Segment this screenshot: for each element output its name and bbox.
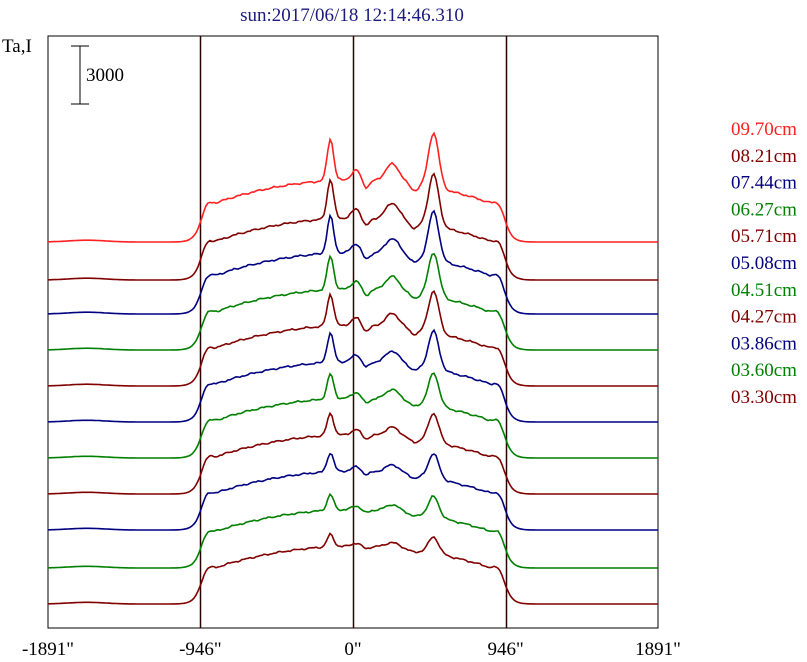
series-line-06.27cm <box>48 252 658 351</box>
legend-entry-04.51cm: 04.51cm <box>731 280 797 301</box>
series-line-07.44cm <box>48 209 658 315</box>
x-tick-labels: -1891" -946" 0" 946" 1891" <box>22 639 681 660</box>
legend-entry-07.44cm: 07.44cm <box>731 173 797 194</box>
series-line-03.30cm <box>48 532 658 605</box>
scale-bar: 3000 <box>71 45 124 105</box>
legend-entry-04.27cm: 04.27cm <box>731 307 797 328</box>
legend-entry-05.08cm: 05.08cm <box>731 253 797 274</box>
legend-entry-08.21cm: 08.21cm <box>731 146 797 167</box>
legend: 09.70cm 08.21cm 07.44cm 06.27cm 05.71cm 05.08… <box>731 119 797 408</box>
series-line-03.60cm <box>48 492 658 569</box>
x-tick-label-3: 946" <box>487 639 523 660</box>
legend-entry-03.86cm: 03.86cm <box>731 333 797 354</box>
legend-entry-09.70cm: 09.70cm <box>731 119 797 140</box>
series-line-04.27cm <box>48 411 658 495</box>
scale-bar-label: 3000 <box>86 65 124 86</box>
series-line-05.08cm <box>48 328 658 423</box>
vertical-reference-lines <box>199 36 508 628</box>
x-tick-label-2: 0" <box>344 639 361 660</box>
x-tick-label-0: -1891" <box>22 639 74 660</box>
x-tick-label-4: 1891" <box>635 639 681 660</box>
chart-title: sun:2017/06/18 12:14:46.310 <box>240 5 464 26</box>
legend-entry-03.30cm: 03.30cm <box>731 387 797 408</box>
series-line-09.70cm <box>48 131 658 243</box>
x-tick-label-1: -946" <box>179 639 222 660</box>
legend-entry-03.60cm: 03.60cm <box>731 360 797 381</box>
series-line-03.86cm <box>48 452 658 531</box>
series-line-04.51cm <box>48 372 658 459</box>
legend-entry-06.27cm: 06.27cm <box>731 199 797 220</box>
series-line-05.71cm <box>48 290 658 387</box>
series-line-08.21cm <box>48 172 658 281</box>
legend-entry-05.71cm: 05.71cm <box>731 226 797 247</box>
series-layer <box>48 131 658 605</box>
y-axis-label: Ta,I <box>2 36 32 57</box>
